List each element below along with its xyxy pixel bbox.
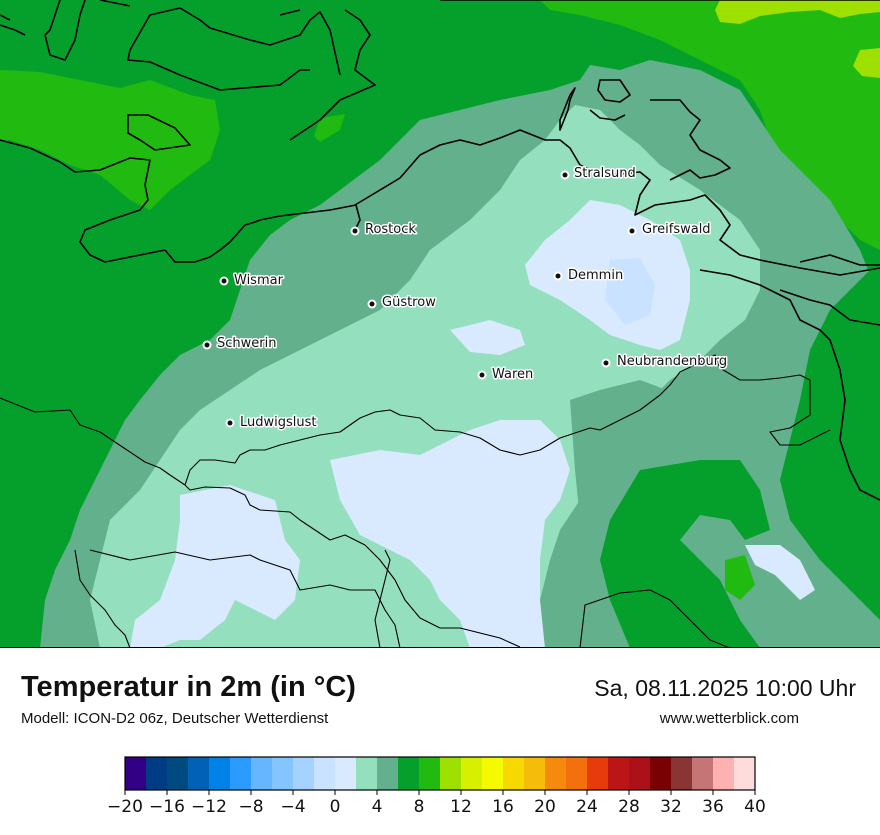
colorbar-tick-label: −8 xyxy=(238,797,263,817)
website-link: www.wetterblick.com xyxy=(659,710,799,727)
colorbar-tick-label: −20 xyxy=(107,797,143,817)
city-layer: Rostock Stralsund Greifswald Wismar Demm… xyxy=(0,165,880,648)
city-label: Demmin xyxy=(568,268,623,283)
city-label: Rostock xyxy=(365,222,416,237)
colorbar-swatch xyxy=(209,757,231,790)
city-label: Stralsund xyxy=(574,166,636,181)
temp-band-0-2-central xyxy=(450,320,525,355)
colorbar-swatch xyxy=(650,757,672,790)
city-stralsund: Stralsund xyxy=(560,165,637,183)
colorbar-swatch xyxy=(419,757,441,790)
colorbar-swatch xyxy=(251,757,273,790)
colorbar-tick-label: −4 xyxy=(280,797,305,817)
colorbar-tick-label: 24 xyxy=(576,797,598,817)
map-bottom-border xyxy=(0,647,880,648)
colorbar-tick-label: 40 xyxy=(744,797,766,817)
colorbar-frame xyxy=(124,756,756,791)
colorbar-swatch xyxy=(503,757,525,790)
city-demmin: Demmin xyxy=(553,267,625,285)
temp-band-10-12-north xyxy=(715,0,880,24)
temperature-map: Rostock Stralsund Greifswald Wismar Demm… xyxy=(0,0,880,648)
colorbar-tick-label: 20 xyxy=(534,797,556,817)
chart-title: Temperatur in 2m (in °C) xyxy=(21,671,356,703)
city-rostock: Rostock xyxy=(350,221,418,239)
temp-band-0-2-south xyxy=(330,420,570,648)
colorbar-swatch xyxy=(188,757,210,790)
colorbar-tick-label: 28 xyxy=(618,797,640,817)
city-label: Neubrandenburg xyxy=(617,354,727,369)
temp-band-10-12-east xyxy=(853,48,880,78)
colorbar-tick-label: 12 xyxy=(450,797,472,817)
colorbar-swatch xyxy=(293,757,315,790)
city-label: Wismar xyxy=(234,273,284,288)
city-label: Ludwigslust xyxy=(240,415,317,430)
colorbar-swatch xyxy=(167,757,189,790)
colorbar-swatch xyxy=(146,757,168,790)
colorbar-swatch xyxy=(545,757,567,790)
colorbar-tick-label: 36 xyxy=(702,797,724,817)
colorbar-tick-label: −12 xyxy=(191,797,227,817)
colorbar-swatch xyxy=(377,757,399,790)
colorbar-tick-label: 4 xyxy=(372,797,383,817)
city-label: Greifswald xyxy=(642,222,711,237)
colorbar-swatch xyxy=(125,757,147,790)
colorbar-ticks: −20 −16 −12 −8 −4 0 4 8 12 16 20 24 28 32 36 40 xyxy=(107,790,766,817)
temp-band-0-2-patch xyxy=(605,258,655,325)
city-schwerin: Schwerin xyxy=(202,335,278,353)
colorbar-tick-label: 8 xyxy=(414,797,425,817)
colorbar-swatch xyxy=(692,757,714,790)
colorbar-swatch xyxy=(440,757,462,790)
city-guestrow: Güstrow xyxy=(367,294,438,312)
colorbar-swatch xyxy=(461,757,483,790)
colorbar-tick-label: 32 xyxy=(660,797,682,817)
temp-band-8-10-se xyxy=(725,555,755,600)
city-label: Güstrow xyxy=(382,295,436,310)
colorbar-swatch xyxy=(524,757,546,790)
colorbar-tick-label: 16 xyxy=(492,797,514,817)
colorbar-swatch xyxy=(230,757,252,790)
colorbar-swatch xyxy=(272,757,294,790)
city-greifswald: Greifswald xyxy=(627,221,712,239)
city-label: Schwerin xyxy=(217,336,276,351)
coastline xyxy=(0,0,880,501)
temp-band-0-2-southwest xyxy=(130,485,300,648)
colorbar-swatch xyxy=(671,757,693,790)
colorbar-swatch xyxy=(335,757,357,790)
colorbar-swatch xyxy=(587,757,609,790)
colorbar-tick-label: −16 xyxy=(149,797,185,817)
city-ludwigslust: Ludwigslust xyxy=(225,414,318,432)
colorbar-swatch xyxy=(734,757,756,790)
temp-band-8-10-west xyxy=(0,70,220,210)
colorbar-swatch xyxy=(482,757,504,790)
temp-band-6-8-se xyxy=(600,460,770,648)
colorbar-swatch xyxy=(608,757,630,790)
city-waren: Waren xyxy=(477,366,535,384)
temp-band-8-10-small xyxy=(314,114,345,142)
colorbar-swatch xyxy=(356,757,378,790)
colorbar-swatch xyxy=(398,757,420,790)
colorbar-swatch xyxy=(566,757,588,790)
colorbar-tick-label: 0 xyxy=(330,797,341,817)
colorbar-legend: −20 −16 −12 −8 −4 0 4 8 12 16 20 24 28 32 36 40 xyxy=(0,745,880,830)
temp-band-0-2-east xyxy=(745,545,815,600)
colorbar-swatches xyxy=(125,757,756,790)
city-wismar: Wismar xyxy=(219,272,285,290)
city-neubrandenburg: Neubrandenburg xyxy=(601,353,729,371)
temp-band-8-10-east xyxy=(540,0,880,250)
model-subtitle: Modell: ICON-D2 06z, Deutscher Wetterdie… xyxy=(21,710,329,727)
colorbar-swatch xyxy=(314,757,336,790)
colorbar-swatch xyxy=(713,757,735,790)
state-border xyxy=(0,354,831,648)
colorbar-swatch xyxy=(629,757,651,790)
valid-datetime: Sa, 08.11.2025 10:00 Uhr xyxy=(594,675,856,701)
city-label: Waren xyxy=(492,367,533,382)
temp-band-6-8-east xyxy=(780,260,880,620)
